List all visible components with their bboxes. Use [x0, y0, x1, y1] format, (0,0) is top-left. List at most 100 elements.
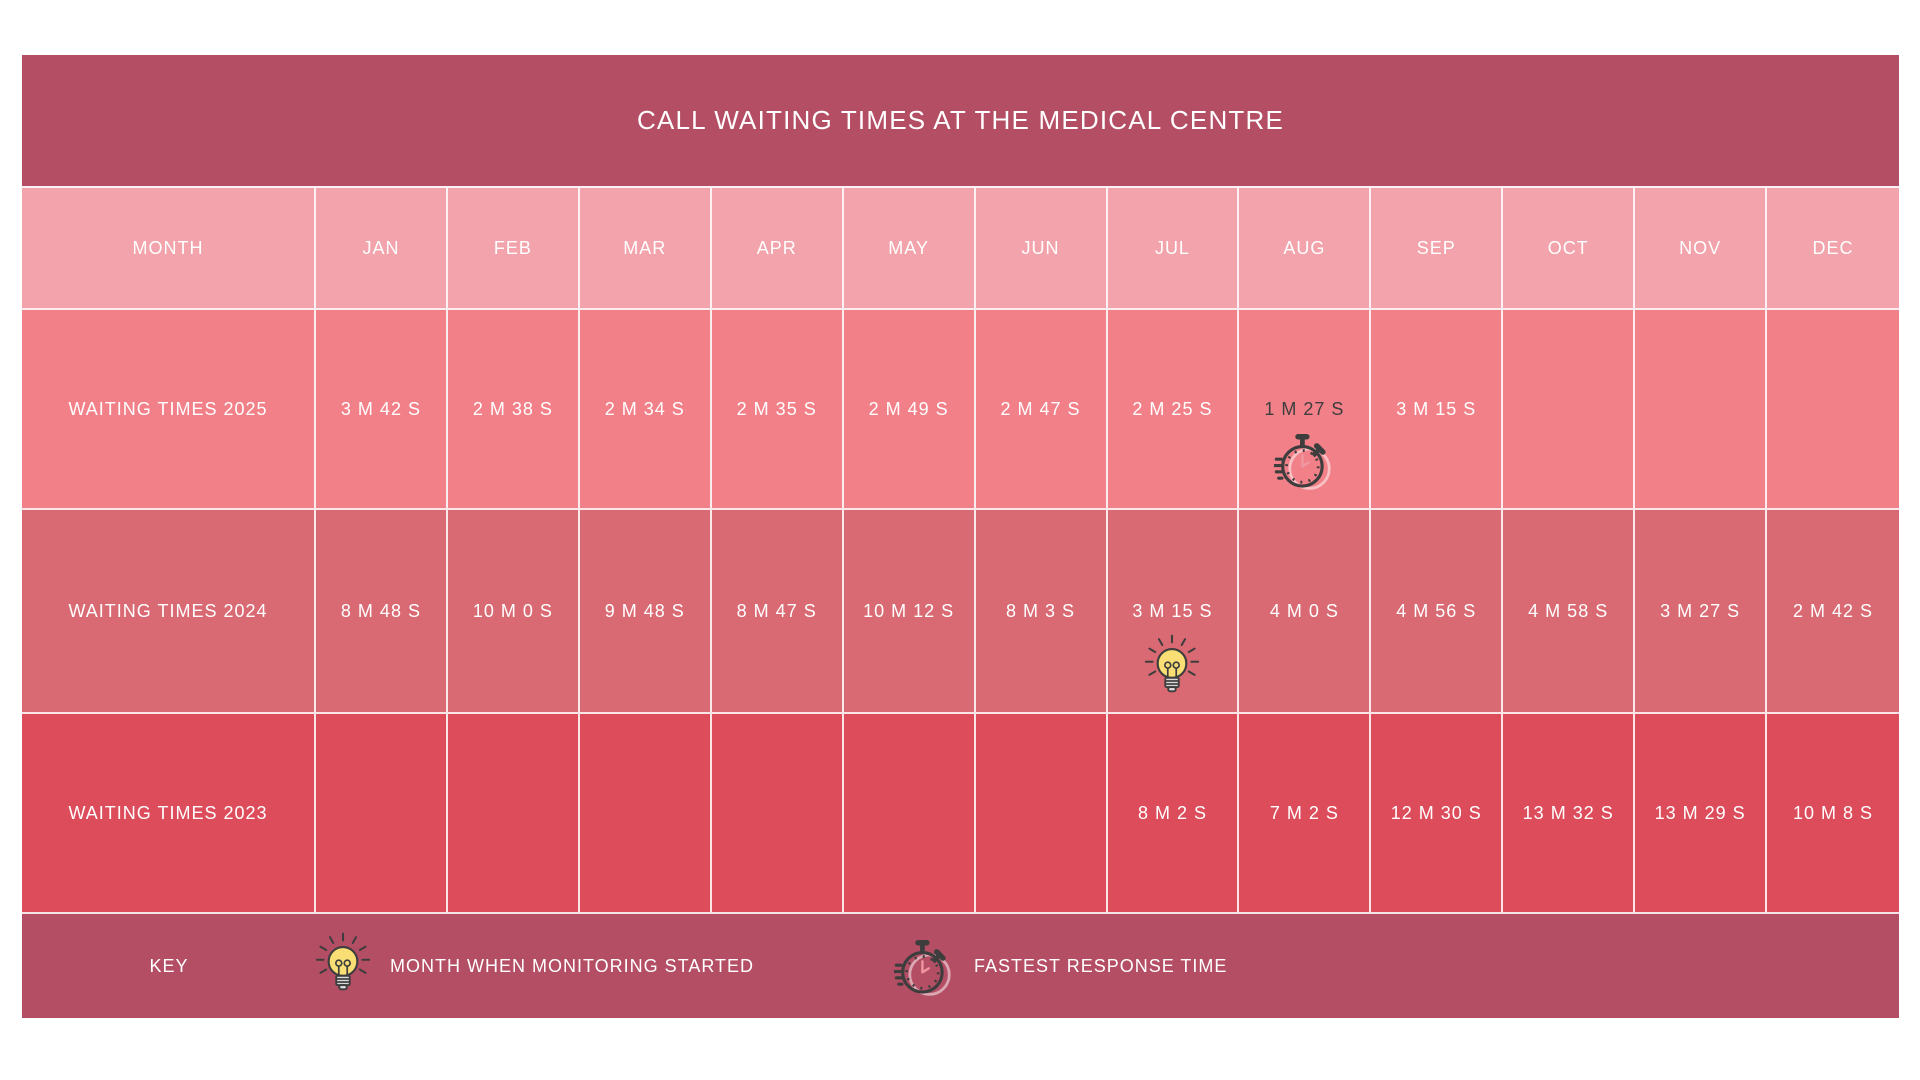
cell-2024-aug: 4 M 0 S — [1239, 508, 1372, 712]
cell-2023-jul: 8 M 2 S — [1107, 712, 1240, 912]
cell-2025-mar: 2 M 34 S — [579, 308, 712, 508]
column-header-text: MONTH — [132, 237, 204, 258]
cell-value: 2 M 34 S — [604, 398, 685, 419]
lightbulb-icon — [1145, 633, 1200, 704]
cell-value: 3 M 42 S — [340, 398, 421, 419]
key-label: KEY — [149, 955, 189, 976]
cell-2025-jun: 2 M 47 S — [975, 308, 1108, 508]
cell-value: 7 M 2 S — [1269, 802, 1339, 823]
row-label-text: WAITING TIMES 2024 — [68, 600, 268, 621]
key-item-monitoring-started: MONTH WHEN MONITORING STARTED — [316, 931, 754, 1002]
cell-2025-apr: 2 M 35 S — [711, 308, 844, 508]
column-header-text: JAN — [362, 237, 400, 258]
cell-2023-may — [843, 712, 976, 912]
cell-2025-nov — [1635, 308, 1768, 508]
cell-2025-feb: 2 M 38 S — [447, 308, 580, 508]
column-header-text: JUN — [1021, 237, 1060, 258]
column-header-oct: OCT — [1503, 186, 1636, 308]
cell-value: 9 M 48 S — [604, 600, 685, 621]
cell-2025-jan: 3 M 42 S — [316, 308, 448, 508]
cell-2025-sep: 3 M 15 S — [1371, 308, 1504, 508]
column-header-text: MAR — [623, 237, 667, 258]
cell-2023-dec: 10 M 8 S — [1767, 712, 1899, 912]
column-header-may: MAY — [843, 186, 976, 308]
column-header-nov: NOV — [1635, 186, 1768, 308]
cell-2025-may: 2 M 49 S — [843, 308, 976, 508]
column-header-text: JUL — [1154, 237, 1190, 258]
row-label-2024: WAITING TIMES 2024 — [22, 508, 316, 712]
column-header-feb: FEB — [447, 186, 580, 308]
cell-2024-feb: 10 M 0 S — [447, 508, 580, 712]
key-item-fastest-response: FASTEST RESPONSE TIME — [894, 935, 1227, 997]
lightbulb-icon — [316, 931, 370, 1002]
cell-2025-oct — [1503, 308, 1636, 508]
cell-value: 3 M 15 S — [1396, 398, 1477, 419]
cell-value: 2 M 49 S — [868, 398, 949, 419]
cell-2025-jul: 2 M 25 S — [1107, 308, 1240, 508]
row-label-text: WAITING TIMES 2023 — [68, 802, 268, 823]
stopwatch-icon — [1274, 429, 1334, 491]
waiting-times-grid: MONTH JAN FEB MAR APR MAY JUN JUL AUG SEP OCT NOV DE… — [22, 186, 1899, 912]
cell-2023-sep: 12 M 30 S — [1371, 712, 1504, 912]
cell-2024-jun: 8 M 3 S — [975, 508, 1108, 712]
cell-2024-may: 10 M 12 S — [843, 508, 976, 712]
cell-value: 13 M 32 S — [1522, 802, 1614, 823]
cell-2024-sep: 4 M 56 S — [1371, 508, 1504, 712]
cell-2024-apr: 8 M 47 S — [711, 508, 844, 712]
cell-2023-nov: 13 M 29 S — [1635, 712, 1768, 912]
page-title: CALL WAITING TIMES AT THE MEDICAL CENTRE — [636, 105, 1285, 135]
cell-2023-jan — [316, 712, 448, 912]
row-label-2025: WAITING TIMES 2025 — [22, 308, 316, 508]
key-item-label: FASTEST RESPONSE TIME — [974, 955, 1228, 976]
cell-2024-dec: 2 M 42 S — [1767, 508, 1899, 712]
column-header-text: FEB — [493, 237, 532, 258]
cell-2023-jun — [975, 712, 1108, 912]
cell-value: 12 M 30 S — [1390, 802, 1482, 823]
waiting-times-infographic: CALL WAITING TIMES AT THE MEDICAL CENTRE… — [22, 55, 1899, 1018]
row-label-2023: WAITING TIMES 2023 — [22, 712, 316, 912]
row-label-text: WAITING TIMES 2025 — [68, 398, 268, 419]
cell-2025-aug: 1 M 27 S — [1239, 308, 1372, 508]
column-header-text: OCT — [1547, 237, 1589, 258]
column-header-mar: MAR — [579, 186, 712, 308]
cell-value: 3 M 27 S — [1660, 600, 1741, 621]
cell-value: 3 M 15 S — [1132, 600, 1213, 621]
cell-value: 2 M 38 S — [472, 398, 553, 419]
cell-value: 4 M 56 S — [1396, 600, 1477, 621]
stopwatch-icon — [894, 935, 954, 997]
cell-value: 2 M 35 S — [736, 398, 817, 419]
column-header-text: SEP — [1416, 237, 1456, 258]
cell-2024-jan: 8 M 48 S — [316, 508, 448, 712]
cell-value: 13 M 29 S — [1654, 802, 1746, 823]
cell-value: 10 M 8 S — [1793, 802, 1874, 823]
cell-value: 8 M 47 S — [736, 600, 817, 621]
column-header-sep: SEP — [1371, 186, 1504, 308]
column-header-jun: JUN — [975, 186, 1108, 308]
column-header-text: AUG — [1283, 237, 1326, 258]
cell-value: 1 M 27 S — [1264, 398, 1345, 419]
cell-2024-nov: 3 M 27 S — [1635, 508, 1768, 712]
cell-value: 8 M 48 S — [340, 600, 421, 621]
cell-2024-mar: 9 M 48 S — [579, 508, 712, 712]
column-header-apr: APR — [711, 186, 844, 308]
title-bar: CALL WAITING TIMES AT THE MEDICAL CENTRE — [22, 55, 1899, 186]
column-header-text: APR — [756, 237, 797, 258]
cell-2025-dec — [1767, 308, 1899, 508]
cell-2023-aug: 7 M 2 S — [1239, 712, 1372, 912]
cell-2024-oct: 4 M 58 S — [1503, 508, 1636, 712]
cell-value: 8 M 3 S — [1006, 600, 1076, 621]
column-header-text: DEC — [1812, 237, 1854, 258]
cell-value: 8 M 2 S — [1137, 802, 1207, 823]
cell-value: 4 M 0 S — [1269, 600, 1339, 621]
cell-2023-mar — [579, 712, 712, 912]
cell-value: 2 M 25 S — [1132, 398, 1213, 419]
column-header-jan: JAN — [316, 186, 448, 308]
column-header-dec: DEC — [1767, 186, 1899, 308]
cell-2023-feb — [447, 712, 580, 912]
cell-value: 2 M 42 S — [1793, 600, 1874, 621]
cell-2023-apr — [711, 712, 844, 912]
key-bar: KEY MONTH WHEN MONITORING STARTED — [22, 912, 1899, 1018]
column-header-jul: JUL — [1107, 186, 1240, 308]
key-item-label: MONTH WHEN MONITORING STARTED — [390, 955, 754, 976]
column-header-text: NOV — [1679, 237, 1722, 258]
